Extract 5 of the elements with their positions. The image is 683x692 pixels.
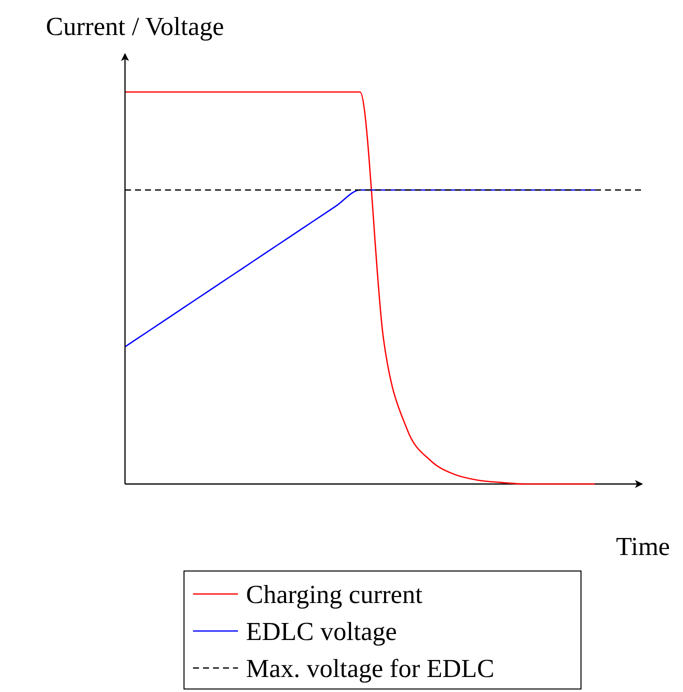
x-axis-title: Time <box>616 532 670 561</box>
y-axis-title: Current / Voltage <box>46 12 224 41</box>
legend-label: EDLC voltage <box>246 617 397 646</box>
legend-label: Max. voltage for EDLC <box>246 654 494 683</box>
legend-label: Charging current <box>246 580 424 609</box>
